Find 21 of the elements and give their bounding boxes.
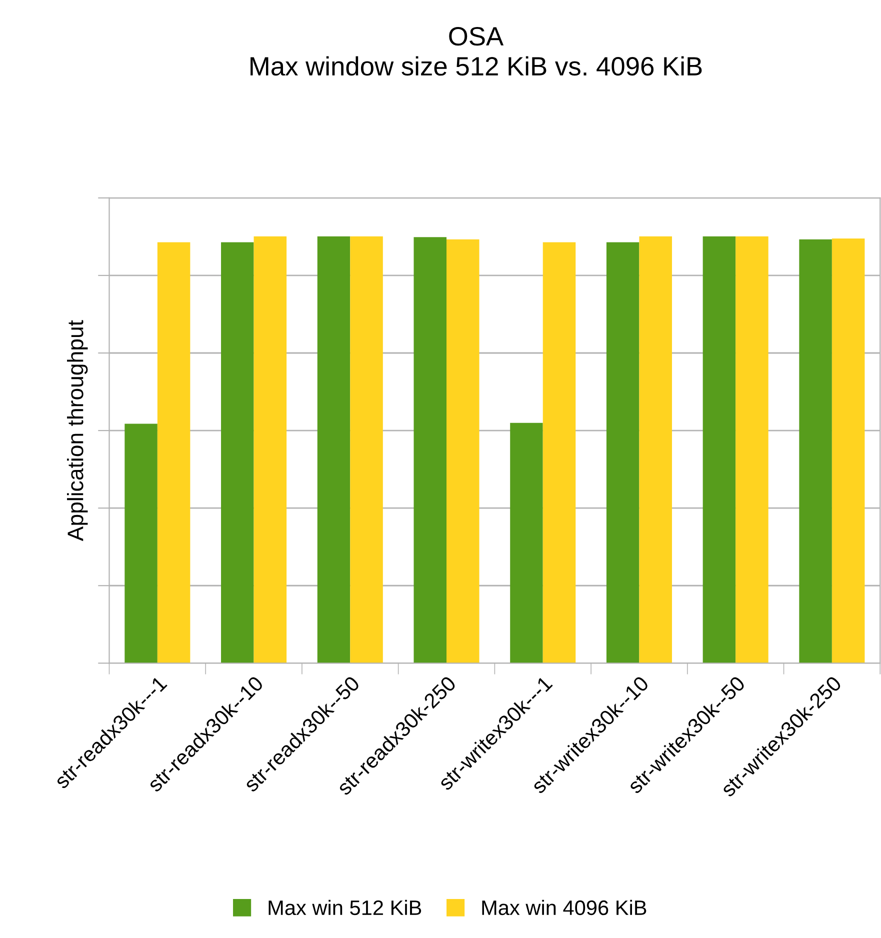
legend-label: Max win 512 KiB (268, 900, 422, 916)
bar (446, 239, 480, 664)
bar (832, 238, 865, 664)
bar (414, 237, 446, 664)
bar (799, 239, 832, 664)
bar (254, 236, 287, 664)
chart-subtitle: Max window size 512 KiB vs. 4096 KiB (250, 56, 702, 76)
bar (157, 242, 190, 664)
bar (124, 424, 158, 664)
bar (221, 242, 254, 664)
bar (702, 236, 736, 664)
legend-label: Max win 4096 KiB (482, 900, 646, 916)
bar (317, 236, 350, 664)
bar (542, 242, 576, 664)
bar (736, 236, 768, 664)
bar (639, 236, 672, 664)
chart-title: OSA (449, 26, 504, 46)
bar (350, 236, 383, 664)
bar (510, 422, 543, 664)
y-axis-title: Application throughput (67, 320, 88, 542)
bar (606, 242, 640, 664)
